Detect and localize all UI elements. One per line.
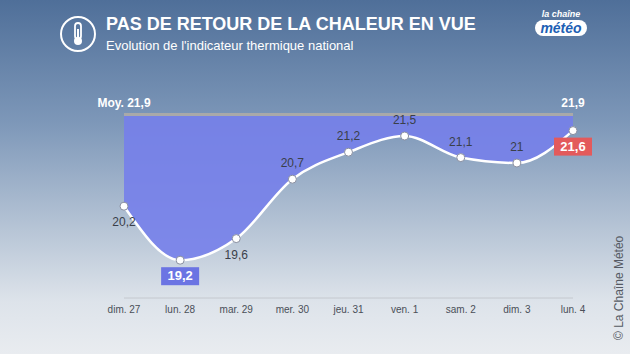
- svg-text:21,1: 21,1: [449, 135, 473, 149]
- svg-text:lun. 28: lun. 28: [165, 304, 195, 315]
- svg-text:mer. 30: mer. 30: [276, 304, 310, 315]
- svg-text:19,6: 19,6: [225, 248, 249, 262]
- svg-text:21,9: 21,9: [561, 96, 585, 110]
- html-text:© La Chaîne Météo: © La Chaîne Météo: [612, 235, 626, 340]
- html-text:la chaîne: la chaîne: [541, 9, 581, 19]
- svg-text:20,2: 20,2: [112, 215, 136, 229]
- html-text:météo: météo: [540, 20, 582, 36]
- svg-text:dim. 27: dim. 27: [108, 304, 141, 315]
- svg-text:20,7: 20,7: [281, 156, 305, 170]
- svg-text:21,2: 21,2: [337, 129, 361, 143]
- svg-text:jeu. 31: jeu. 31: [332, 304, 363, 315]
- svg-text:21: 21: [510, 140, 524, 154]
- svg-text:mar. 29: mar. 29: [220, 304, 254, 315]
- svg-text:Moy. 21,9: Moy. 21,9: [97, 96, 150, 110]
- svg-text:sam. 2: sam. 2: [446, 304, 476, 315]
- html-text:Evolution de l'indicateur ther: Evolution de l'indicateur thermique nati…: [106, 38, 354, 53]
- svg-text:dim. 3: dim. 3: [503, 304, 531, 315]
- svg-text:lun. 4: lun. 4: [561, 304, 586, 315]
- svg-text:19,2: 19,2: [167, 268, 192, 283]
- svg-text:ven. 1: ven. 1: [391, 304, 419, 315]
- svg-text:21,5: 21,5: [393, 113, 417, 127]
- svg-text:21,6: 21,6: [560, 139, 585, 154]
- html-text:PAS DE RETOUR DE LA CHALEUR EN: PAS DE RETOUR DE LA CHALEUR EN VUE: [106, 14, 476, 34]
